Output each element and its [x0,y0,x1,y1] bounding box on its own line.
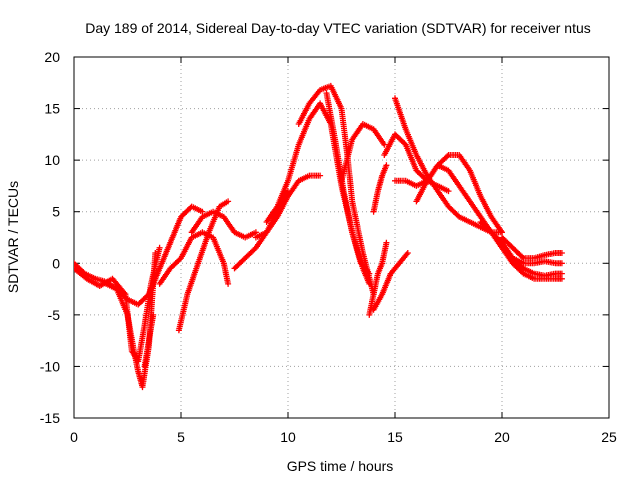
data-points [74,244,163,365]
x-tick-label: 10 [280,429,296,445]
data-points [156,229,232,287]
x-tick-label: 0 [70,429,78,445]
x-tick-label: 5 [177,429,185,445]
series-arc-y [509,255,565,267]
plot-frame [73,56,610,419]
data-points [188,208,259,241]
series-arc-e [152,203,206,282]
data-points [499,234,565,262]
data-points [152,203,206,282]
data-points [295,82,377,298]
data-points [366,239,390,318]
series-arc-q [370,250,411,313]
data-points [323,90,373,277]
data-points [370,162,390,215]
y-tick-label: -15 [40,410,60,426]
series-arc-n [338,121,388,184]
x-tick-label: 15 [387,429,403,445]
x-tick-label: 20 [494,429,510,445]
series-arc-p [370,162,390,215]
data-points [509,255,565,267]
series-arc-j [252,172,324,241]
chart-title: Day 189 of 2014, Sidereal Day-to-day VTE… [85,20,591,36]
data-points [252,172,324,241]
tick-layer: 0 5 10 15 20 25 -15 -10 -5 0 5 10 15 20 [40,49,617,445]
series-arc-k [263,100,373,287]
plot-border [73,56,610,419]
y-axis-title: SDTVAR / TECUs [5,181,21,293]
y-tick-label: 20 [44,49,60,65]
x-tick-label: 25 [601,429,617,445]
y-tick-label: 10 [44,152,60,168]
x-axis-title: GPS time / hours [287,458,394,474]
series-arc-o [366,239,390,318]
y-tick-label: -5 [48,307,61,323]
data-points [488,229,565,282]
series-arc-l [295,82,377,298]
series-arc-d [141,311,157,370]
y-tick-label: 0 [52,255,60,271]
data-points [413,162,495,236]
series-arc-c [103,275,159,308]
y-tick-label: 15 [44,101,60,117]
series-arc-b [74,244,163,365]
data-points [263,100,373,287]
y-tick-label: 5 [52,204,60,220]
series-arc-h [188,208,259,241]
y-tick-label: -10 [40,358,60,374]
series-arc-w [488,229,565,282]
series-arc-m [323,90,373,277]
series-arc-u [413,162,495,236]
series-arc-x [499,234,565,262]
series-arc-f [156,229,232,287]
data-layer [74,82,565,391]
data-points [338,121,388,184]
data-points [141,311,157,370]
data-points [370,250,411,313]
data-points [103,275,159,308]
